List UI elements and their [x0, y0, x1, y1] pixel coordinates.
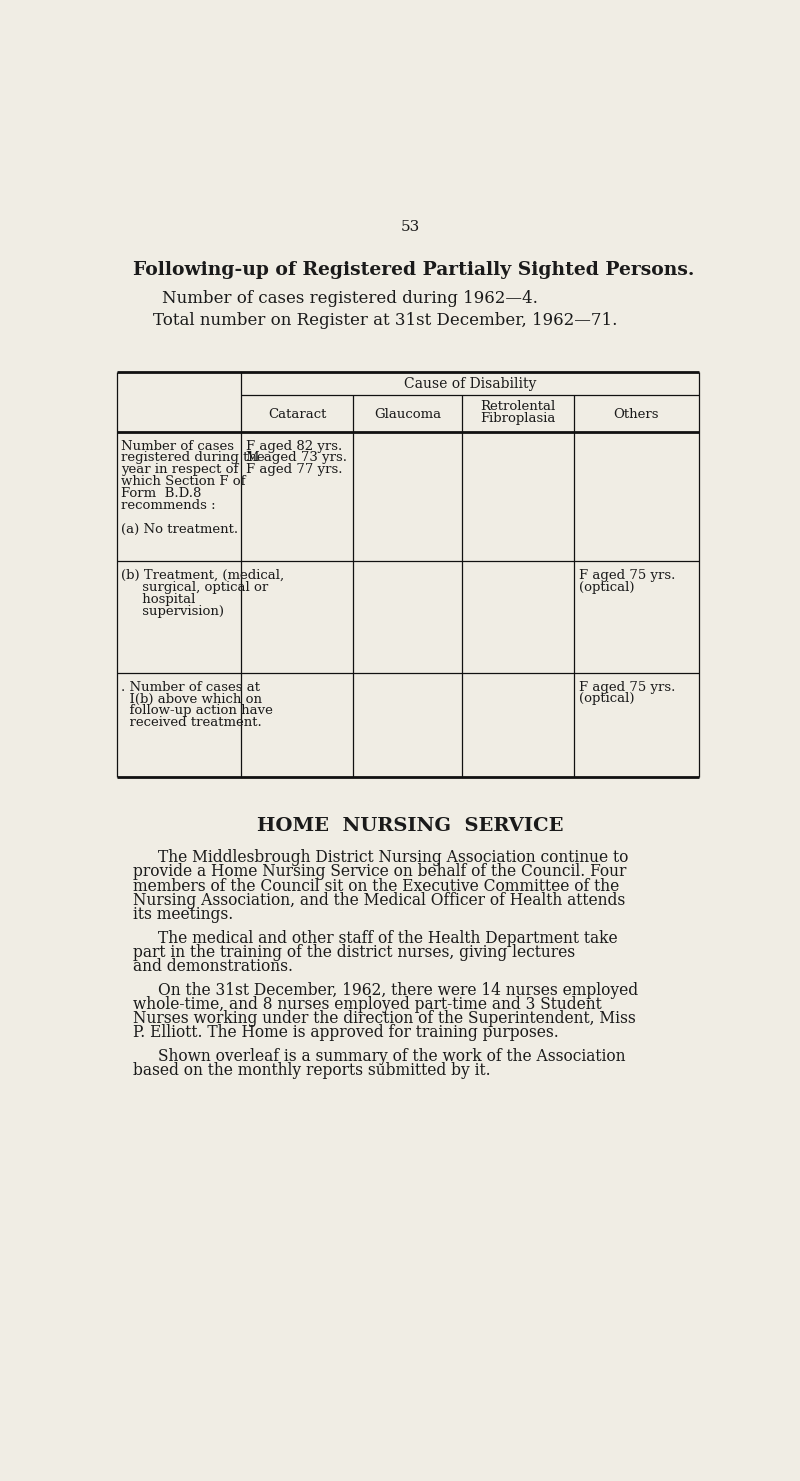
Text: On the 31st December, 1962, there were 14 nurses employed: On the 31st December, 1962, there were 1… — [158, 982, 638, 998]
Text: based on the monthly reports submitted by it.: based on the monthly reports submitted b… — [133, 1062, 490, 1080]
Text: year in respect of: year in respect of — [121, 464, 238, 477]
Text: HOME  NURSING  SERVICE: HOME NURSING SERVICE — [257, 818, 563, 835]
Text: The Middlesbrough District Nursing Association continue to: The Middlesbrough District Nursing Assoc… — [158, 849, 629, 866]
Text: The medical and other staff of the Health Department take: The medical and other staff of the Healt… — [158, 930, 618, 946]
Text: (b) Treatment, (medical,: (b) Treatment, (medical, — [121, 569, 284, 582]
Text: (a) No treatment.: (a) No treatment. — [121, 523, 238, 536]
Text: hospital: hospital — [121, 592, 195, 606]
Text: F aged 75 yrs.: F aged 75 yrs. — [579, 681, 675, 693]
Text: part in the training of the district nurses, giving lectures: part in the training of the district nur… — [133, 943, 574, 961]
Text: and demonstrations.: and demonstrations. — [133, 958, 293, 974]
Text: Retrolental: Retrolental — [481, 400, 556, 413]
Text: provide a Home Nursing Service on behalf of the Council. Four: provide a Home Nursing Service on behalf… — [133, 863, 626, 880]
Text: Nursing Association, and the Medical Officer of Health attends: Nursing Association, and the Medical Off… — [133, 892, 625, 909]
Text: Form  B.D.8: Form B.D.8 — [121, 487, 202, 501]
Text: I(b) above which on: I(b) above which on — [121, 693, 262, 705]
Text: Fibroplasia: Fibroplasia — [481, 412, 556, 425]
Text: follow-up action have: follow-up action have — [121, 705, 273, 717]
Text: (optical): (optical) — [579, 581, 634, 594]
Text: members of the Council sit on the Executive Committee of the: members of the Council sit on the Execut… — [133, 878, 619, 895]
Text: Others: Others — [614, 407, 659, 421]
Text: Following-up of Registered Partially Sighted Persons.: Following-up of Registered Partially Sig… — [133, 261, 694, 278]
Text: Shown overleaf is a summary of the work of the Association: Shown overleaf is a summary of the work … — [158, 1049, 626, 1065]
Text: P. Elliott. The Home is approved for training purposes.: P. Elliott. The Home is approved for tra… — [133, 1025, 558, 1041]
Text: which Section F of: which Section F of — [121, 475, 246, 489]
Text: Number of cases: Number of cases — [121, 440, 234, 453]
Text: . Number of cases at: . Number of cases at — [121, 681, 260, 693]
Text: Cataract: Cataract — [268, 407, 326, 421]
Text: surgical, optical or: surgical, optical or — [121, 581, 268, 594]
Text: F aged 75 yrs.: F aged 75 yrs. — [579, 569, 675, 582]
Text: registered during the: registered during the — [121, 452, 265, 465]
Text: Cause of Disability: Cause of Disability — [404, 378, 536, 391]
Text: F aged 82 yrs.: F aged 82 yrs. — [246, 440, 342, 453]
Text: 53: 53 — [400, 221, 420, 234]
Text: Glaucoma: Glaucoma — [374, 407, 442, 421]
Text: F aged 77 yrs.: F aged 77 yrs. — [246, 464, 342, 477]
Text: (optical): (optical) — [579, 693, 634, 705]
Text: recommends :: recommends : — [121, 499, 215, 512]
Text: Number of cases registered during 1962—4.: Number of cases registered during 1962—4… — [162, 290, 538, 307]
Text: M aged 73 yrs.: M aged 73 yrs. — [246, 452, 346, 465]
Text: whole-time, and 8 nurses employed part-time and 3 Student: whole-time, and 8 nurses employed part-t… — [133, 995, 602, 1013]
Text: received treatment.: received treatment. — [121, 717, 262, 729]
Text: Nurses working under the direction of the Superintendent, Miss: Nurses working under the direction of th… — [133, 1010, 635, 1028]
Text: its meetings.: its meetings. — [133, 906, 233, 923]
Text: supervision): supervision) — [121, 604, 224, 618]
Text: Total number on Register at 31st December, 1962—71.: Total number on Register at 31st Decembe… — [153, 312, 617, 329]
